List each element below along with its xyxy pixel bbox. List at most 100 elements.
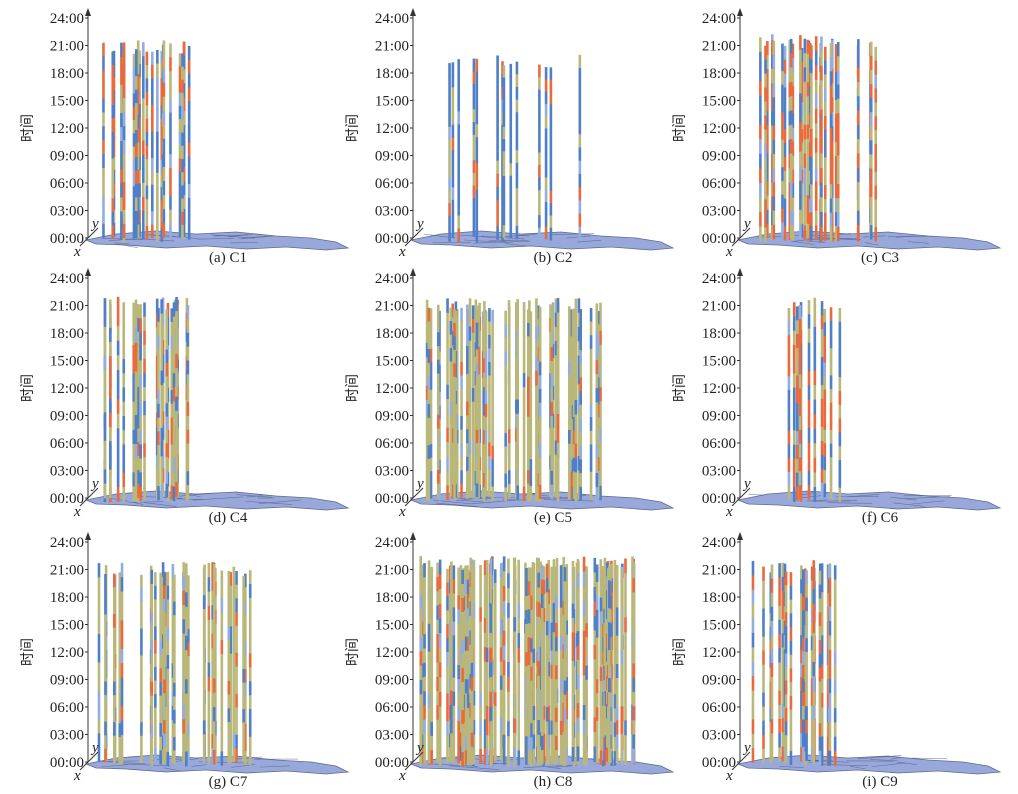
bar-segment: [815, 138, 818, 153]
bar-segment: [185, 607, 188, 622]
bar-segment: [132, 317, 135, 332]
bar-segment: [550, 141, 553, 154]
bar-segment: [555, 623, 558, 638]
bar-segment: [568, 389, 571, 403]
bar-segment: [535, 385, 538, 400]
bar-segment: [203, 693, 206, 707]
z-axis-label: y: [415, 476, 424, 492]
bar: [104, 574, 107, 762]
bar-segment: [113, 749, 116, 763]
bar-segment: [550, 707, 553, 721]
bar-segment: [453, 622, 456, 636]
bar-segment: [513, 718, 516, 733]
bar-segment: [821, 483, 824, 497]
bar-segment: [157, 404, 160, 418]
y-tick-label: 24:00: [375, 11, 409, 27]
bar-segment: [175, 382, 178, 397]
bar-segment: [140, 722, 143, 736]
bar-segment: [203, 623, 206, 637]
bar-segment: [509, 163, 512, 176]
y-tick-label: 24:00: [50, 535, 84, 551]
bar-segment: [808, 300, 811, 315]
bar: [132, 303, 135, 501]
bar-segment: [533, 720, 536, 735]
bar: [208, 563, 211, 763]
bar-segment: [485, 378, 488, 392]
bar: [187, 305, 190, 499]
bar-segment: [460, 348, 463, 362]
bar-segment: [509, 151, 512, 164]
bar-segment: [157, 335, 160, 349]
bar-segment: [233, 734, 236, 748]
bar-segment: [759, 81, 762, 96]
bar-segment: [242, 576, 245, 590]
bar-segment: [830, 213, 833, 228]
bar-segment: [420, 694, 423, 709]
bar-segment: [437, 442, 440, 456]
bar-segment: [135, 458, 138, 473]
bar: [530, 311, 533, 499]
bar-segment: [466, 374, 469, 388]
bar-segment: [179, 185, 182, 199]
bar-segment: [550, 375, 553, 389]
bar-segment: [437, 415, 440, 429]
bar-segment: [550, 191, 553, 204]
bar-segment: [104, 722, 107, 736]
bar-segment: [527, 363, 530, 377]
bar-segment: [228, 598, 231, 612]
bar: [590, 308, 593, 500]
bar-segment: [102, 98, 105, 112]
bar-segment: [233, 622, 236, 636]
bar-segment: [123, 42, 126, 56]
bar-segment: [450, 676, 453, 691]
bar-segment: [221, 682, 224, 696]
bar-segment: [788, 458, 791, 472]
bar-segment: [437, 374, 440, 388]
bar-segment: [476, 59, 479, 72]
bar-segment: [503, 115, 506, 128]
bar-segment: [457, 202, 460, 215]
y-axis-label: 时间: [672, 374, 688, 402]
bar-segment: [839, 363, 842, 377]
bar-segment: [494, 679, 497, 693]
bar-segment: [485, 404, 488, 418]
bar-segment: [170, 308, 173, 322]
bar-segment: [488, 429, 491, 443]
bar-segment: [823, 484, 826, 498]
bar-segment: [139, 304, 142, 318]
bar: [830, 43, 833, 241]
bar-segment: [476, 336, 479, 350]
bar-segment: [163, 83, 166, 97]
bar-segment: [538, 203, 541, 216]
bar-segment: [132, 430, 135, 445]
bar-segment: [494, 610, 497, 624]
bar-segment: [173, 317, 176, 332]
bar-segment: [143, 429, 146, 443]
bar-segment: [423, 663, 426, 678]
bar-segment: [821, 413, 824, 427]
bar-segment: [156, 50, 159, 64]
bar-segment: [118, 586, 121, 600]
bar-segment: [151, 225, 154, 239]
bar: [472, 305, 475, 498]
bar-segment: [203, 609, 206, 623]
bar-segment: [568, 375, 571, 389]
bar-segment: [242, 589, 245, 603]
bar-segment: [249, 626, 252, 640]
bar-segment: [545, 116, 548, 129]
bar-segment: [814, 400, 817, 415]
bar-segment: [509, 64, 512, 77]
bar-segment: [857, 53, 860, 68]
bar-segment: [132, 303, 135, 318]
bar-segment: [179, 80, 182, 94]
bar-segment: [575, 342, 578, 357]
bar: [839, 308, 842, 502]
bar-segment: [169, 71, 172, 85]
bar-segment: [169, 140, 172, 154]
bar-segment: [550, 651, 553, 665]
bar-segment: [496, 82, 499, 96]
bar-segment: [140, 642, 143, 656]
bar-segment: [132, 388, 135, 403]
bar-segment: [154, 694, 157, 708]
bar-segment: [599, 458, 602, 472]
